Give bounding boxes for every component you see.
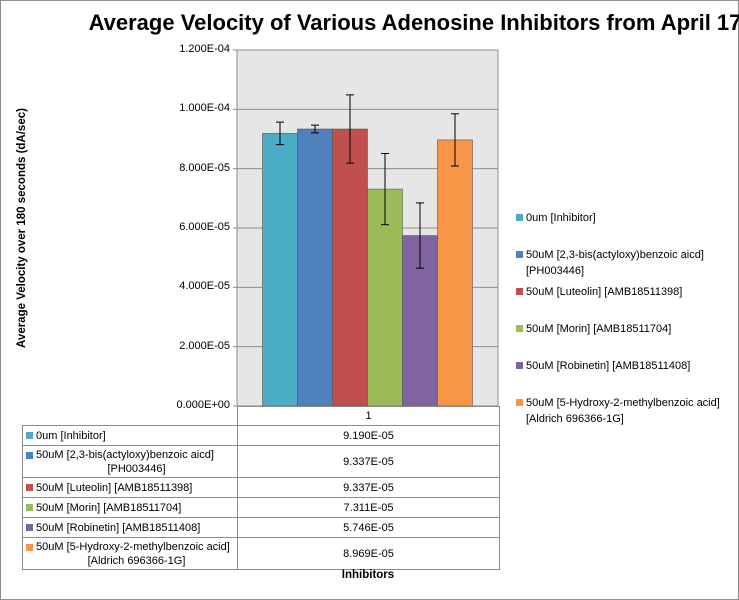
bar-4 bbox=[367, 188, 403, 407]
y-tick-label: 8.000E-05 bbox=[179, 161, 230, 174]
y-tick-label: 6.000E-05 bbox=[179, 221, 230, 233]
category-label: 1 bbox=[237, 406, 500, 426]
table-swatch bbox=[26, 524, 33, 531]
table-row: 50uM [Robinetin] [AMB18511408] 5.746E-05 bbox=[22, 517, 500, 538]
table-row: 50uM [2,3-bis(actyloxy)benzoic aicd] [PH0… bbox=[22, 445, 500, 478]
y-tick-label: 0.000E+00 bbox=[176, 399, 230, 411]
bar-3 bbox=[332, 128, 368, 407]
table-value: 9.337E-05 bbox=[237, 445, 500, 478]
y-tick-label: 1.000E-04 bbox=[179, 102, 230, 115]
y-tick-label: 2.000E-05 bbox=[179, 339, 230, 352]
table-row-header: 50uM [2,3-bis(actyloxy)benzoic aicd] [PH0… bbox=[22, 445, 238, 478]
table-row-header: 50uM [Robinetin] [AMB18511408] bbox=[22, 517, 238, 538]
legend-label: 0um [Inhibitor] bbox=[526, 212, 596, 224]
legend-label: 50uM [5-Hydroxy-2-methylbenzoic acid] [Al… bbox=[526, 397, 720, 425]
table-series-name: 0um [Inhibitor] bbox=[36, 429, 106, 442]
table-series-name: 50uM [Morin] [AMB18511704] bbox=[36, 501, 182, 514]
table-row: 0um [Inhibitor] 9.190E-05 bbox=[22, 425, 500, 446]
table-value: 9.190E-05 bbox=[237, 425, 500, 446]
table-row: 50uM [Morin] [AMB18511704] 7.311E-05 bbox=[22, 497, 500, 518]
legend-swatch bbox=[516, 362, 523, 369]
table-row: 50uM [Luteolin] [AMB18511398] 9.337E-05 bbox=[22, 477, 500, 498]
legend-label: 50uM [2,3-bis(actyloxy)benzoic aicd] [PH0… bbox=[526, 249, 704, 277]
table-row-header: 50uM [5-Hydroxy-2-methylbenzoic acid] [Al… bbox=[22, 537, 238, 570]
legend-swatch bbox=[516, 288, 523, 295]
table-corner bbox=[23, 407, 238, 426]
table-series-name: 50uM [Robinetin] [AMB18511408] bbox=[36, 521, 201, 534]
table-row-header: 50uM [Luteolin] [AMB18511398] bbox=[22, 477, 238, 498]
table-series-name: 50uM [Luteolin] [AMB18511398] bbox=[36, 481, 193, 494]
legend-swatch bbox=[516, 399, 523, 406]
table-swatch bbox=[26, 452, 33, 459]
table-row-header: 50uM [Morin] [AMB18511704] bbox=[22, 497, 238, 518]
legend-swatch bbox=[516, 214, 523, 221]
table-row-header: 0um [Inhibitor] bbox=[22, 425, 238, 446]
table-swatch bbox=[26, 504, 33, 511]
y-tick-label: 4.000E-05 bbox=[179, 280, 230, 293]
table-series-name: 50uM [5-Hydroxy-2-methylbenzoic acid] [Al… bbox=[36, 540, 230, 567]
bar-1 bbox=[262, 133, 298, 407]
legend-label: 50uM [Robinetin] [AMB18511408] bbox=[526, 360, 691, 372]
table-value: 7.311E-05 bbox=[237, 497, 500, 518]
table-swatch bbox=[26, 544, 33, 551]
table-row: 50uM [5-Hydroxy-2-methylbenzoic acid] [Al… bbox=[22, 537, 500, 570]
table-series-name: 50uM [2,3-bis(actyloxy)benzoic aicd] [PH0… bbox=[36, 448, 214, 475]
table-value: 5.746E-05 bbox=[237, 517, 500, 538]
legend-label: 50uM [Morin] [AMB18511704] bbox=[526, 323, 672, 335]
legend-label: 50uM [Luteolin] [AMB18511398] bbox=[526, 286, 683, 298]
bar-6 bbox=[437, 139, 473, 407]
data-table: 1 0um [Inhibitor] 9.190E-05 50uM [2,3-bis(a… bbox=[22, 406, 500, 570]
table-value: 9.337E-05 bbox=[237, 477, 500, 498]
legend-swatch bbox=[516, 325, 523, 332]
chart-title: Average Velocity of Various Adenosine In… bbox=[88, 10, 739, 35]
x-axis-label: Inhibitors bbox=[341, 569, 395, 581]
bar-2 bbox=[297, 128, 333, 407]
table-swatch bbox=[26, 484, 33, 491]
table-swatch bbox=[26, 432, 33, 439]
legend-swatch bbox=[516, 251, 523, 258]
table-value: 8.969E-05 bbox=[237, 537, 500, 570]
y-tick-label: 1.200E-04 bbox=[179, 43, 230, 55]
